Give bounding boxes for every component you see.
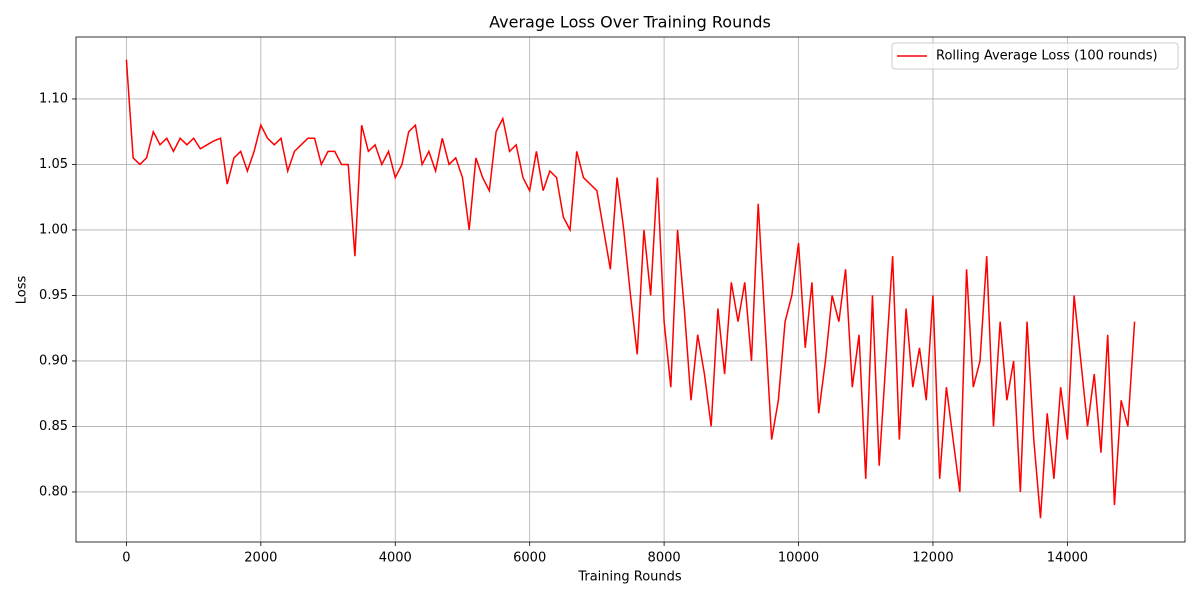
- y-tick-label: 0.95: [39, 288, 68, 303]
- x-tick-label: 4000: [379, 551, 412, 566]
- y-axis-label: Loss: [15, 276, 30, 305]
- x-tick-label: 8000: [648, 551, 681, 566]
- data-line: [125, 59, 1136, 519]
- x-tick-label: 6000: [513, 551, 546, 566]
- legend: Rolling Average Loss (100 rounds): [891, 42, 1179, 70]
- legend-label: Rolling Average Loss (100 rounds): [936, 49, 1158, 64]
- chart-title: Average Loss Over Training Rounds: [489, 13, 771, 32]
- plot-frame: [75, 36, 1186, 543]
- x-tick-label: 10000: [778, 551, 819, 566]
- y-tick-label: 1.10: [39, 91, 68, 106]
- x-axis-label: Training Rounds: [577, 570, 682, 585]
- y-tick-label: 0.90: [39, 353, 68, 368]
- y-tick-label: 0.85: [39, 419, 68, 434]
- x-tick-label: 0: [122, 551, 130, 566]
- y-tick-label: 0.80: [39, 484, 68, 499]
- x-tick-label: 12000: [912, 551, 953, 566]
- legend-box: [891, 42, 1179, 70]
- y-tick-label: 1.00: [39, 222, 68, 237]
- x-tick-label: 14000: [1047, 551, 1088, 566]
- x-tick-label: 2000: [244, 551, 277, 566]
- y-tick-label: 1.05: [39, 157, 68, 172]
